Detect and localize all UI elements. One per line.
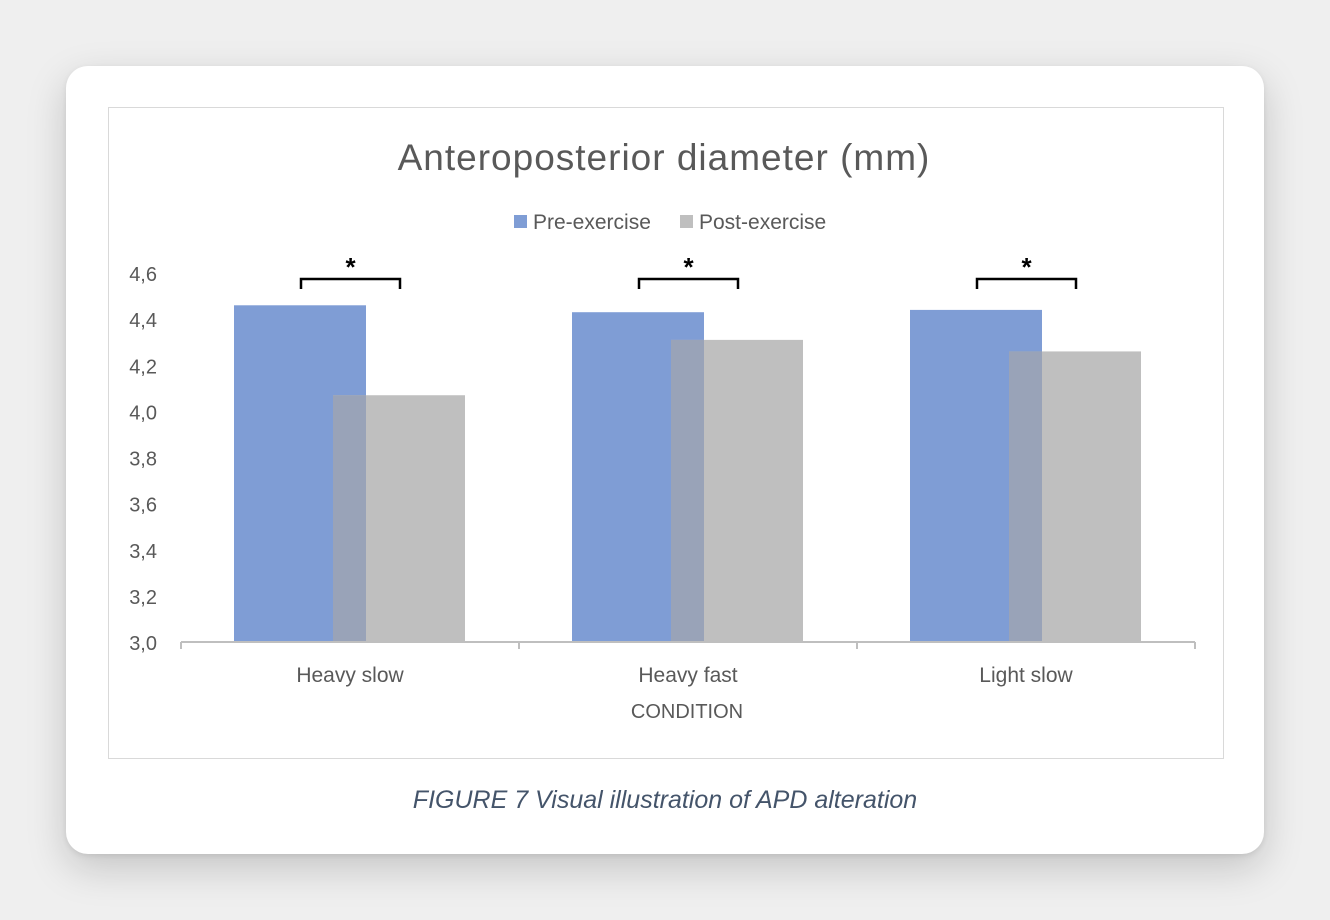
chart-title: Anteroposterior diameter (mm) [398, 137, 931, 178]
bar-overlap [1009, 351, 1042, 642]
legend-swatch-post [680, 215, 693, 228]
figure-caption: FIGURE 7 Visual illustration of APD alte… [412, 786, 918, 814]
significance-brackets: * * * [299, 252, 1078, 289]
significance-star: * [1021, 252, 1032, 282]
legend-swatch-pre [514, 215, 527, 228]
x-axis-labels: Heavy slow Heavy fast Light slow [296, 664, 1073, 687]
x-tick-label: Heavy fast [638, 664, 737, 687]
significance-bracket [975, 277, 1078, 289]
y-tick-label: 3,8 [129, 449, 157, 471]
y-tick-label: 3,0 [129, 633, 157, 655]
y-tick-label: 3,2 [129, 587, 157, 609]
y-tick-label: 3,4 [129, 541, 157, 563]
legend-label-post: Post-exercise [699, 211, 826, 234]
legend: Pre-exercise Post-exercise [514, 211, 826, 234]
x-axis-title: CONDITION [631, 701, 743, 723]
bar-overlap [671, 339, 704, 642]
significance-star: * [683, 252, 694, 282]
y-axis-ticks: 3,0 3,2 3,4 3,6 3,8 4,0 4,2 4,4 4,6 [129, 264, 157, 655]
y-tick-label: 3,6 [129, 495, 157, 517]
significance-bracket [637, 277, 740, 289]
y-tick-label: 4,2 [129, 356, 157, 378]
x-tick-label: Heavy slow [296, 664, 404, 687]
significance-star: * [345, 252, 356, 282]
y-tick-label: 4,6 [129, 264, 157, 286]
bar-overlap [333, 395, 366, 642]
y-tick-label: 4,0 [129, 402, 157, 424]
bars [234, 305, 1141, 642]
x-tick-label: Light slow [979, 664, 1073, 687]
legend-label-pre: Pre-exercise [533, 211, 651, 234]
y-tick-label: 4,4 [129, 310, 157, 332]
significance-bracket [299, 277, 402, 289]
x-axis [180, 641, 1196, 649]
